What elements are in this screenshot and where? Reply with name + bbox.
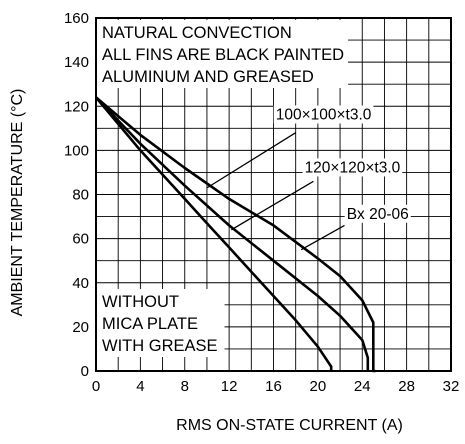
note-top-line-1: NATURAL CONVECTION: [102, 24, 292, 42]
series-label-120x120: 120×120×t3.0: [305, 159, 401, 176]
y-tick-label: 0: [81, 363, 89, 380]
note-top-line-2: ALL FINS ARE BLACK PAINTED: [102, 46, 344, 64]
x-tick-label: 20: [310, 378, 327, 395]
y-tick-labels: 0 20 40 60 80 100 120 140 160: [64, 10, 89, 380]
y-tick-label: 80: [72, 187, 89, 204]
y-tick-label: 100: [64, 142, 89, 159]
note-top-line-3: ALUMINUM AND GREASED: [102, 68, 314, 86]
y-tick-label: 20: [72, 319, 89, 336]
series-label-100x100: 100×100×t3.0: [276, 106, 372, 123]
x-tick-label: 8: [181, 378, 189, 395]
x-tick-label: 16: [265, 378, 282, 395]
y-tick-label: 120: [64, 98, 89, 115]
x-tick-label: 32: [443, 378, 460, 395]
series-label-bx20-06: Bx 20-06: [347, 206, 409, 223]
note-bottom: WITHOUT MICA PLATE WITH GREASE: [97, 289, 225, 357]
series-labels: 100×100×t3.0 120×120×t3.0 Bx 20-06: [207, 105, 411, 249]
y-tick-label: 40: [72, 275, 89, 292]
leader-line: [231, 181, 313, 230]
x-tick-label: 12: [221, 378, 238, 395]
x-tick-label: 4: [136, 378, 144, 395]
y-tick-label: 60: [72, 231, 89, 248]
x-tick-label: 28: [398, 378, 415, 395]
y-tick-label: 140: [64, 54, 89, 71]
x-tick-label: 24: [354, 378, 371, 395]
x-tick-labels: 0 4 8 12 16 20 24 28 32: [92, 378, 460, 395]
x-tick-label: 0: [92, 378, 100, 395]
note-bottom-line-3: WITH GREASE: [102, 337, 218, 355]
y-axis-label: AMBIENT TEMPERATURE (°C): [9, 89, 26, 317]
x-axis-label: RMS ON-STATE CURRENT (A): [176, 417, 403, 434]
note-bottom-line-2: MICA PLATE: [102, 315, 198, 333]
note-top: NATURAL CONVECTION ALL FINS ARE BLACK PA…: [97, 20, 348, 88]
y-tick-label: 160: [64, 10, 89, 27]
note-bottom-line-1: WITHOUT: [102, 293, 179, 311]
leader-line: [301, 225, 344, 249]
